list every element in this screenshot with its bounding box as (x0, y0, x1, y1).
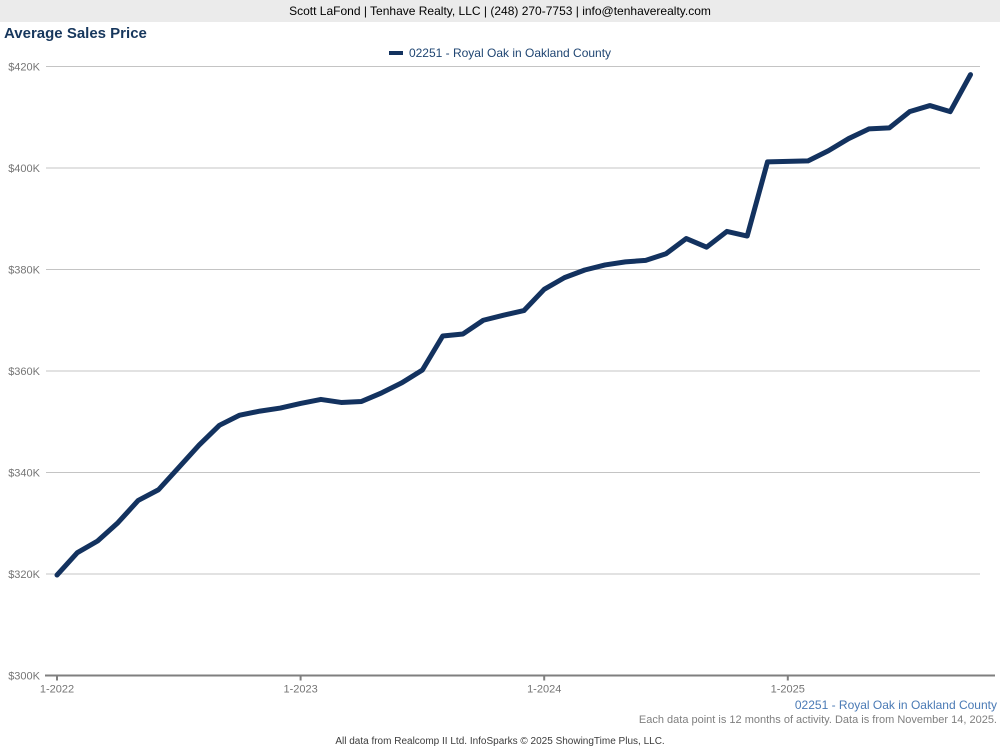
footer-data-note: Each data point is 12 months of activity… (638, 714, 997, 726)
price-line (54, 72, 973, 578)
legend-item-royal-oak[interactable]: 02251 - Royal Oak in Oakland County (388, 46, 612, 60)
y-tick-label: $340K (8, 468, 40, 480)
footer-attribution: All data from Realcomp II Ltd. InfoSpark… (335, 736, 665, 747)
y-tick-label: $360K (8, 366, 40, 378)
header-contact-bar: Scott LaFond | Tenhave Realty, LLC | (24… (0, 0, 1000, 22)
page-title: Average Sales Price (4, 25, 147, 42)
y-tick-label: $320K (8, 569, 40, 581)
x-tick-label: 1-2022 (40, 684, 74, 696)
x-tick-label: 1-2025 (771, 684, 805, 696)
y-tick-label: $420K (8, 62, 40, 74)
line-swatch-icon (388, 51, 403, 55)
chart-legend: 02251 - Royal Oak in Oakland County (0, 46, 1000, 60)
x-tick-label: 1-2024 (527, 684, 561, 696)
legend-label: 02251 - Royal Oak in Oakland County (408, 46, 612, 60)
y-tick-label: $300K (8, 671, 40, 683)
y-tick-label: $380K (8, 265, 40, 277)
x-tick-label: 1-2023 (283, 684, 317, 696)
footer-series-label: 02251 - Royal Oak in Oakland County (794, 698, 997, 712)
y-tick-label: $400K (8, 163, 40, 175)
header-contact-text: Scott LaFond | Tenhave Realty, LLC | (24… (289, 4, 711, 18)
